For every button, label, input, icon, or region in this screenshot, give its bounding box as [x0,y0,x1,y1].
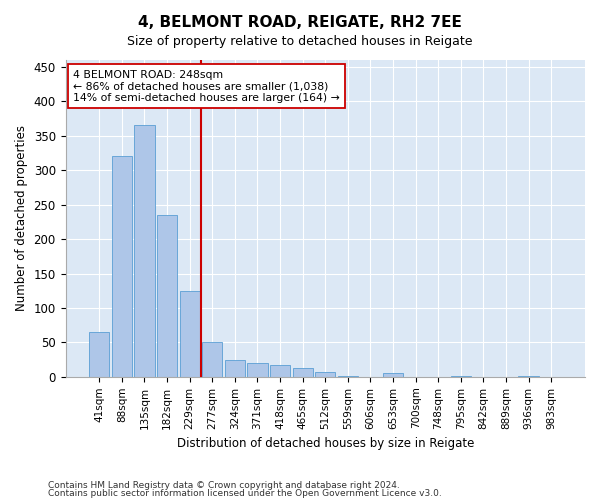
Text: Size of property relative to detached houses in Reigate: Size of property relative to detached ho… [127,35,473,48]
Bar [315,372,335,377]
X-axis label: Distribution of detached houses by size in Reigate: Distribution of detached houses by size … [176,437,474,450]
Bar [134,126,155,377]
Text: Contains HM Land Registry data © Crown copyright and database right 2024.: Contains HM Land Registry data © Crown c… [48,480,400,490]
Bar [247,363,268,377]
Bar [383,374,403,377]
Text: 4, BELMONT ROAD, REIGATE, RH2 7EE: 4, BELMONT ROAD, REIGATE, RH2 7EE [138,15,462,30]
Bar [293,368,313,377]
Bar [157,215,177,377]
Bar [179,290,200,377]
Y-axis label: Number of detached properties: Number of detached properties [15,126,28,312]
Text: 4 BELMONT ROAD: 248sqm
← 86% of detached houses are smaller (1,038)
14% of semi-: 4 BELMONT ROAD: 248sqm ← 86% of detached… [73,70,340,102]
Bar [270,365,290,377]
Bar [112,156,132,377]
Bar [225,360,245,377]
Text: Contains public sector information licensed under the Open Government Licence v3: Contains public sector information licen… [48,489,442,498]
Bar [202,342,223,377]
Bar [518,376,539,377]
Bar [338,376,358,377]
Bar [451,376,471,377]
Bar [89,332,109,377]
